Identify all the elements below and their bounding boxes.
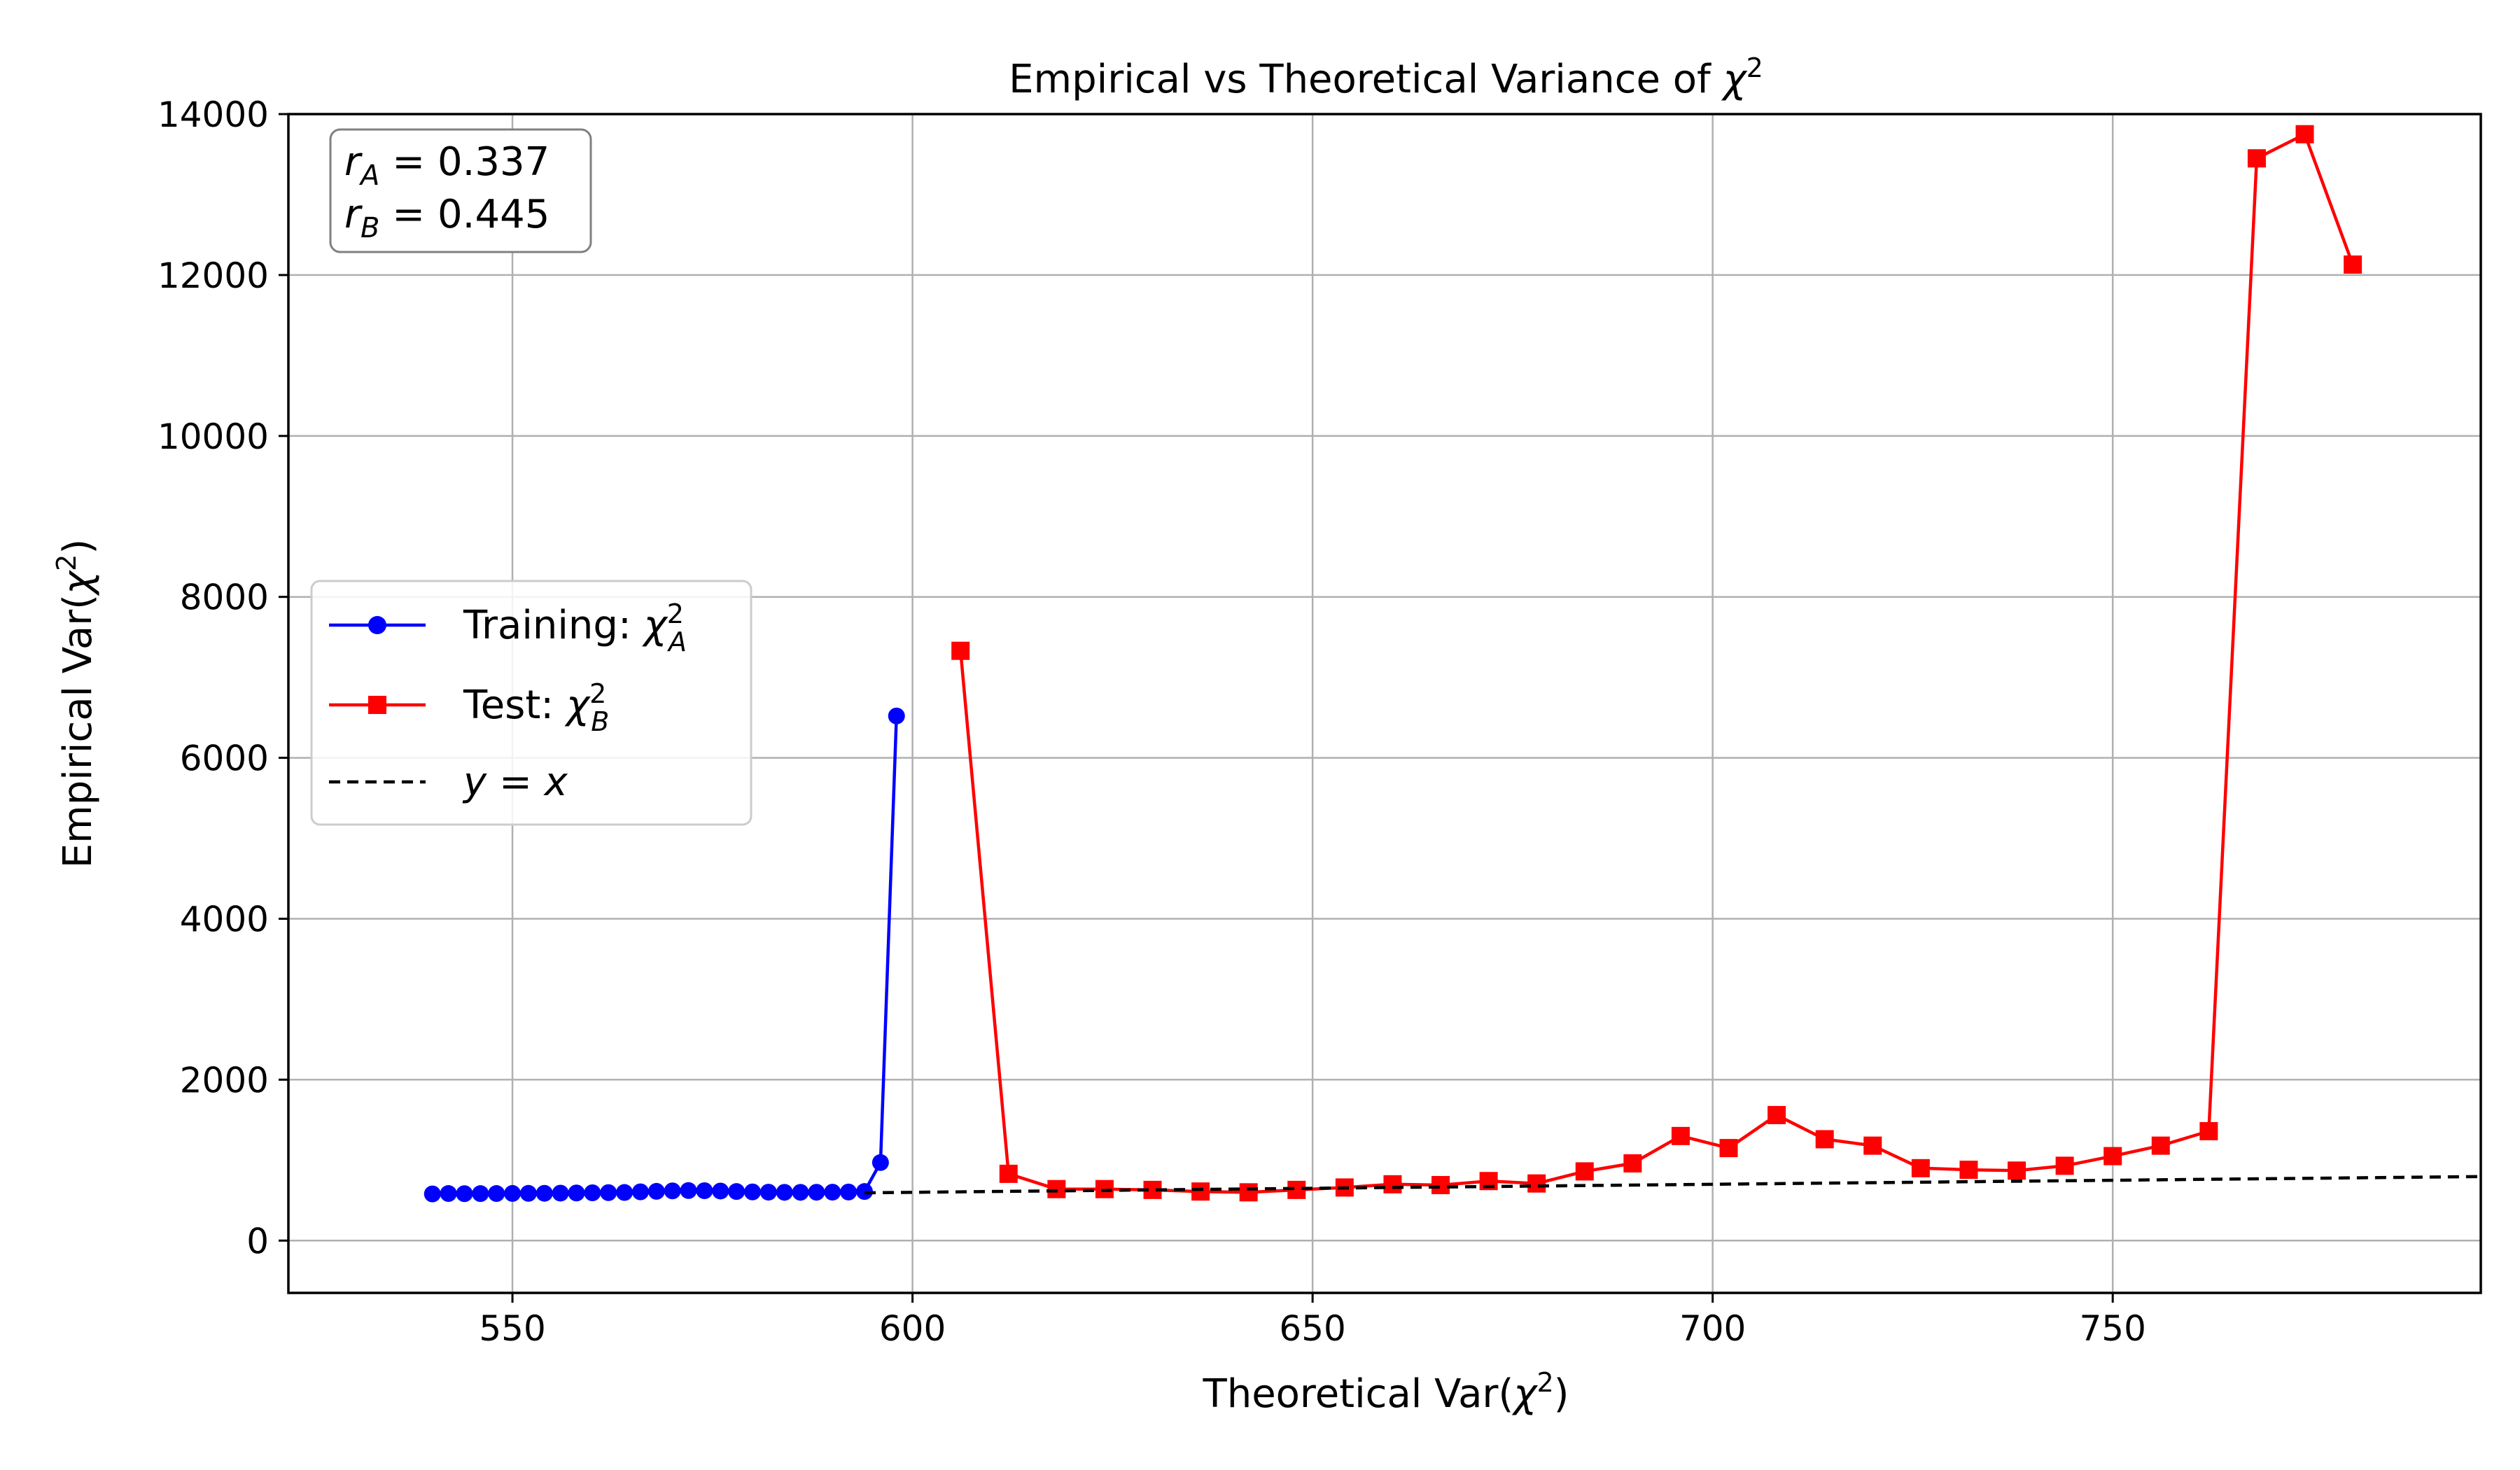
series-test-point [2055,1156,2074,1175]
series-test-point [1432,1175,1450,1194]
series-test-point [2104,1147,2122,1166]
x-tick-label: 550 [479,1308,545,1349]
x-tick-label: 650 [1279,1308,1345,1349]
legend-box [310,580,752,826]
series-test-point [1815,1130,1834,1149]
series-test-point [1575,1162,1594,1181]
annotation-box [329,128,592,253]
y-tick-label: 12000 [158,255,269,296]
series-test-point [2247,149,2266,168]
series-train-point [792,1184,809,1201]
correlation-annotation: rA = 0.337 rB = 0.445 [329,128,592,253]
series-train-point [712,1182,729,1200]
series-test-point [1911,1158,1930,1177]
series-train-point [440,1185,457,1203]
series-train-point [631,1183,649,1200]
series-train-point [824,1184,841,1201]
series-test-point [1959,1161,1978,1180]
legend-ref-label: y = x [462,760,568,805]
legend-item-reference: y = x [329,760,568,805]
series-test-point [1623,1154,1642,1172]
series-train-point [728,1183,746,1200]
legend-item-train: Training: χ2 A [329,598,687,657]
series-train-point [872,1154,889,1171]
series-test-point [1863,1136,1882,1155]
series-train-point [776,1184,793,1201]
series-test-point [1719,1139,1738,1158]
legend-train-label: Training: χ2 A [463,598,687,657]
series-train-point [568,1184,585,1202]
series-train-point [696,1182,713,1200]
series-test-point [1527,1174,1546,1193]
series-layer [424,125,2482,1203]
series-test-point [1191,1182,1210,1201]
series-train-point [664,1182,681,1200]
series-train-point [456,1185,473,1203]
annotation-r-b: rB = 0.445 [344,192,550,244]
x-tick-label: 600 [879,1308,946,1349]
legend-test-label: Test: χ2 B [463,678,609,737]
series-train-point [680,1182,697,1199]
y-tick-label: 14000 [158,94,269,135]
series-test-point [1671,1126,1690,1145]
y-axis-title: Empirical Var(χ2) [51,539,101,868]
series-train-point [488,1185,505,1203]
series-test-point [2295,125,2314,144]
series-test-point [2344,255,2362,274]
series-train-point [504,1184,522,1202]
series-ref-line [864,1175,2482,1195]
series-train-point [552,1184,569,1202]
series-test-point [999,1164,1018,1183]
series-train-point [536,1184,553,1202]
series-test-point [2199,1121,2218,1140]
x-tick-label: 750 [2079,1308,2146,1349]
y-tick-label: 6000 [180,738,269,779]
y-tick-label: 8000 [180,578,269,618]
series-test-point [2008,1161,2026,1180]
legend-item-test: Test: χ2 B [329,678,609,737]
legend-train-marker [368,616,386,634]
y-ticks: 0 2000 4000 6000 8000 10000 12000 14000 [158,94,288,1261]
y-tick-label: 10000 [158,416,269,457]
chart-title: Empirical vs Theoretical Variance of χ2 [1009,52,1763,102]
series-train-point [760,1184,777,1201]
legend-test-marker [368,696,386,714]
series-train-point [600,1184,617,1201]
y-tick-label: 0 [246,1221,269,1261]
series-train-point [472,1185,489,1203]
series-test-point [2151,1136,2170,1155]
series-test-point [1239,1183,1258,1202]
series-train-point [648,1182,665,1200]
annotation-r-a: rA = 0.337 [344,139,550,192]
series-test-point [1383,1175,1402,1194]
series-test-point [1047,1180,1066,1198]
series-train-point [743,1183,761,1200]
series-train-point [808,1184,825,1201]
legend: Training: χ2 A Test: χ2 B y = x [310,580,752,826]
series-train-point [840,1183,858,1200]
series-test-point [1768,1105,1786,1124]
series-train-point [519,1184,537,1202]
plot-frame [287,113,2482,1294]
x-axis-title: Theoretical Var(χ2) [1203,1367,1569,1417]
x-ticks: 550 600 650 700 750 [479,1293,2146,1349]
series-train-point [888,707,905,724]
series-train-point [616,1184,634,1201]
x-tick-label: 700 [1679,1308,1746,1349]
series-test-point [951,641,970,660]
y-tick-label: 4000 [180,899,269,939]
series-train-point [424,1185,441,1203]
y-tick-label: 2000 [180,1060,269,1100]
series-train-point [584,1184,601,1202]
